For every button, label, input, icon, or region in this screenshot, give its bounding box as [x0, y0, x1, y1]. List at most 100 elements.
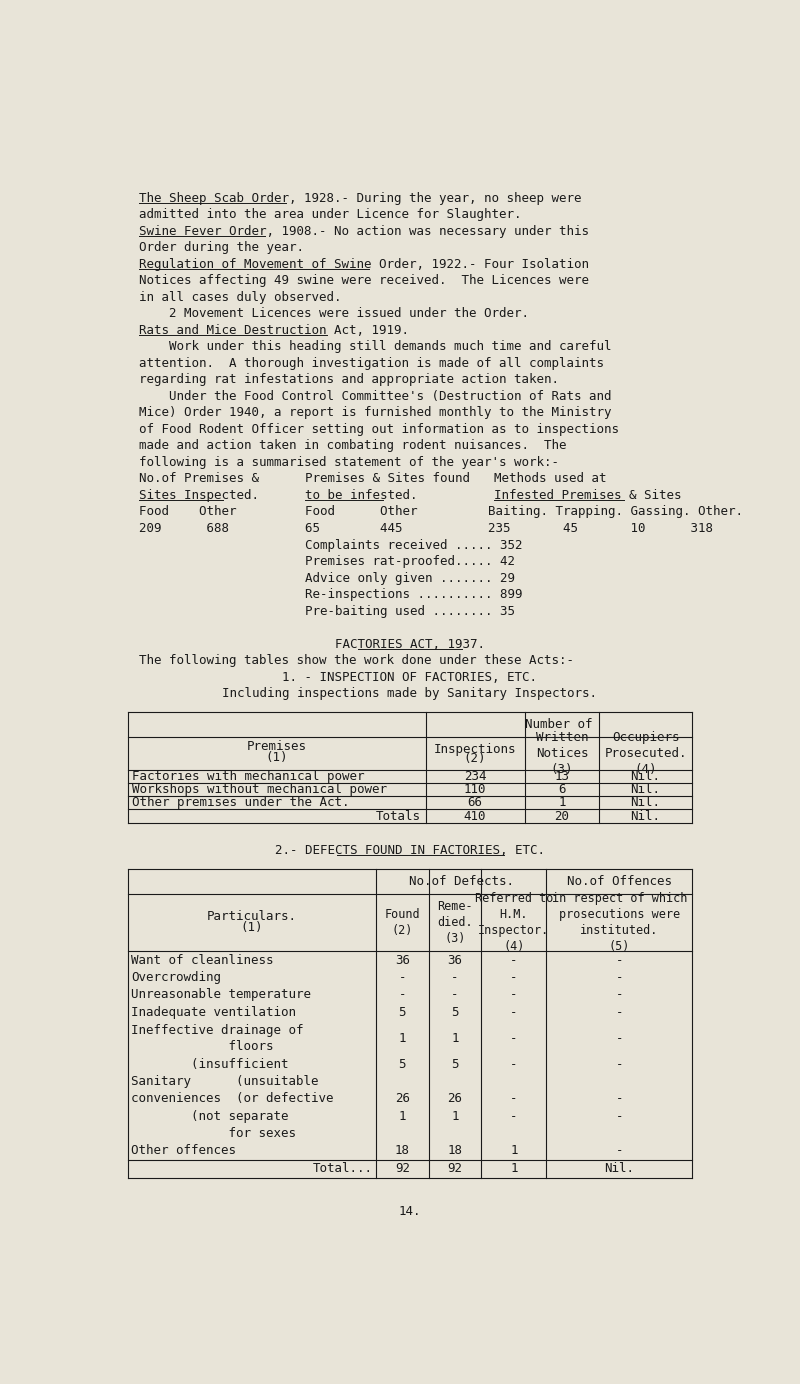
Text: -: - — [451, 988, 458, 1002]
Text: following is a summarised statement of the year's work:-: following is a summarised statement of t… — [139, 455, 559, 469]
Text: Order during the year.: Order during the year. — [139, 241, 304, 255]
Text: 234: 234 — [464, 770, 486, 783]
Text: 209      688: 209 688 — [139, 522, 229, 536]
Text: in respect of which
prosecutions were
instituted.
(5): in respect of which prosecutions were in… — [551, 893, 687, 954]
Text: Nil.: Nil. — [630, 796, 661, 810]
Text: 1: 1 — [451, 1031, 458, 1045]
Text: Occupiers
Prosecuted.
(4): Occupiers Prosecuted. (4) — [604, 731, 687, 776]
Text: -: - — [615, 1145, 623, 1157]
Text: 6: 6 — [558, 783, 566, 796]
Text: -: - — [510, 1110, 518, 1122]
Text: -: - — [510, 1031, 518, 1045]
Text: -: - — [398, 972, 406, 984]
Text: Methods used at: Methods used at — [494, 472, 606, 486]
Text: 1: 1 — [398, 1031, 406, 1045]
Text: 92: 92 — [447, 1163, 462, 1175]
Text: 5: 5 — [451, 1057, 458, 1071]
Text: made and action taken in combating rodent nuisances.  The: made and action taken in combating roden… — [139, 440, 566, 453]
Text: 2 Movement Licences were issued under the Order.: 2 Movement Licences were issued under th… — [139, 307, 529, 320]
Text: Other offences: Other offences — [131, 1145, 236, 1157]
Text: 18: 18 — [447, 1145, 462, 1157]
Text: -: - — [451, 972, 458, 984]
Text: Rats and Mice Destruction Act, 1919.: Rats and Mice Destruction Act, 1919. — [139, 324, 409, 336]
Text: Found
(2): Found (2) — [385, 908, 420, 937]
Text: -: - — [510, 988, 518, 1002]
Text: (2): (2) — [464, 752, 486, 765]
Text: Unreasonable temperature: Unreasonable temperature — [131, 988, 311, 1002]
Text: No.of Defects.: No.of Defects. — [409, 875, 514, 887]
Text: 20: 20 — [554, 810, 570, 822]
Text: Regulation of Movement of Swine Order, 1922.- Four Isolation: Regulation of Movement of Swine Order, 1… — [139, 257, 589, 271]
Text: Reme-
died.
(3): Reme- died. (3) — [437, 900, 473, 945]
Text: Baiting. Trapping. Gassing. Other.: Baiting. Trapping. Gassing. Other. — [487, 505, 742, 519]
Text: regarding rat infestations and appropriate action taken.: regarding rat infestations and appropria… — [139, 374, 559, 386]
Text: Premises: Premises — [246, 740, 306, 753]
Text: 13: 13 — [554, 770, 570, 783]
Text: Including inspections made by Sanitary Inspectors.: Including inspections made by Sanitary I… — [222, 688, 598, 700]
Text: Sites Inspected.: Sites Inspected. — [139, 489, 259, 502]
Text: 5: 5 — [398, 1006, 406, 1019]
Text: 1: 1 — [510, 1163, 518, 1175]
Text: -: - — [615, 1110, 623, 1122]
Text: Advice only given ....... 29: Advice only given ....... 29 — [305, 572, 514, 584]
Text: 26: 26 — [394, 1092, 410, 1106]
Text: Re-inspections .......... 899: Re-inspections .......... 899 — [305, 588, 522, 601]
Text: Premises & Sites found: Premises & Sites found — [305, 472, 470, 486]
Text: admitted into the area under Licence for Slaughter.: admitted into the area under Licence for… — [139, 208, 522, 221]
Text: Pre-baiting used ........ 35: Pre-baiting used ........ 35 — [305, 605, 514, 617]
Text: Notices affecting 49 swine were received.  The Licences were: Notices affecting 49 swine were received… — [139, 274, 589, 288]
Text: No.of Offences: No.of Offences — [566, 875, 672, 887]
Text: 5: 5 — [398, 1057, 406, 1071]
Text: Want of cleanliness: Want of cleanliness — [131, 954, 274, 966]
Text: Number of: Number of — [525, 718, 593, 731]
Text: Under the Food Control Committee's (Destruction of Rats and: Under the Food Control Committee's (Dest… — [139, 390, 611, 403]
Text: Food      Other: Food Other — [305, 505, 417, 519]
Text: -: - — [615, 1031, 623, 1045]
Text: -: - — [510, 972, 518, 984]
Text: Work under this heading still demands much time and careful: Work under this heading still demands mu… — [139, 340, 611, 353]
Text: The following tables show the work done under these Acts:-: The following tables show the work done … — [139, 655, 574, 667]
Text: -: - — [615, 1006, 623, 1019]
Text: Nil.: Nil. — [630, 783, 661, 796]
Text: Inadequate ventilation: Inadequate ventilation — [131, 1006, 296, 1019]
Text: 1. - INSPECTION OF FACTORIES, ETC.: 1. - INSPECTION OF FACTORIES, ETC. — [282, 671, 538, 684]
Text: -: - — [615, 1092, 623, 1106]
Text: -: - — [615, 988, 623, 1002]
Text: 26: 26 — [447, 1092, 462, 1106]
Text: 2.- DEFECTS FOUND IN FACTORIES, ETC.: 2.- DEFECTS FOUND IN FACTORIES, ETC. — [275, 844, 545, 857]
Text: Overcrowding: Overcrowding — [131, 972, 221, 984]
Text: (1): (1) — [241, 922, 263, 934]
Text: (insufficient: (insufficient — [131, 1057, 289, 1071]
Text: (1): (1) — [266, 752, 288, 764]
Text: Inspections: Inspections — [434, 742, 516, 756]
Text: -: - — [615, 954, 623, 966]
Text: -: - — [615, 1057, 623, 1071]
Text: 1: 1 — [398, 1110, 406, 1122]
Text: -: - — [398, 988, 406, 1002]
Text: Infested Premises & Sites: Infested Premises & Sites — [494, 489, 682, 502]
Text: to be infested.: to be infested. — [305, 489, 417, 502]
Text: Written
Notices
(3): Written Notices (3) — [536, 731, 588, 776]
Text: Other premises under the Act.: Other premises under the Act. — [132, 796, 350, 810]
Text: Complaints received ..... 352: Complaints received ..... 352 — [305, 538, 522, 552]
Text: 1: 1 — [451, 1110, 458, 1122]
Text: Premises rat-proofed..... 42: Premises rat-proofed..... 42 — [305, 555, 514, 567]
Text: 18: 18 — [394, 1145, 410, 1157]
Text: attention.  A thorough investigation is made of all complaints: attention. A thorough investigation is m… — [139, 357, 604, 370]
Text: 92: 92 — [394, 1163, 410, 1175]
Text: Nil.: Nil. — [604, 1163, 634, 1175]
Text: 36: 36 — [394, 954, 410, 966]
Text: Mice) Order 1940, a report is furnished monthly to the Ministry: Mice) Order 1940, a report is furnished … — [139, 407, 611, 419]
Text: The Sheep Scab Order, 1928.- During the year, no sheep were: The Sheep Scab Order, 1928.- During the … — [139, 191, 582, 205]
Text: Referred to
H.M.
Inspector.
(4): Referred to H.M. Inspector. (4) — [474, 893, 553, 954]
Text: in all cases duly observed.: in all cases duly observed. — [139, 291, 342, 303]
Text: 1: 1 — [510, 1145, 518, 1157]
Text: Ineffective drainage of
             floors: Ineffective drainage of floors — [131, 1024, 303, 1053]
Text: 14.: 14. — [398, 1205, 422, 1218]
Text: of Food Rodent Officer setting out information as to inspections: of Food Rodent Officer setting out infor… — [139, 424, 619, 436]
Text: Swine Fever Order, 1908.- No action was necessary under this: Swine Fever Order, 1908.- No action was … — [139, 224, 589, 238]
Text: Totals: Totals — [375, 810, 421, 822]
Text: (not separate: (not separate — [131, 1110, 289, 1122]
Text: Factories with mechanical power: Factories with mechanical power — [132, 770, 365, 783]
Text: Workshops without mechanical power: Workshops without mechanical power — [132, 783, 387, 796]
